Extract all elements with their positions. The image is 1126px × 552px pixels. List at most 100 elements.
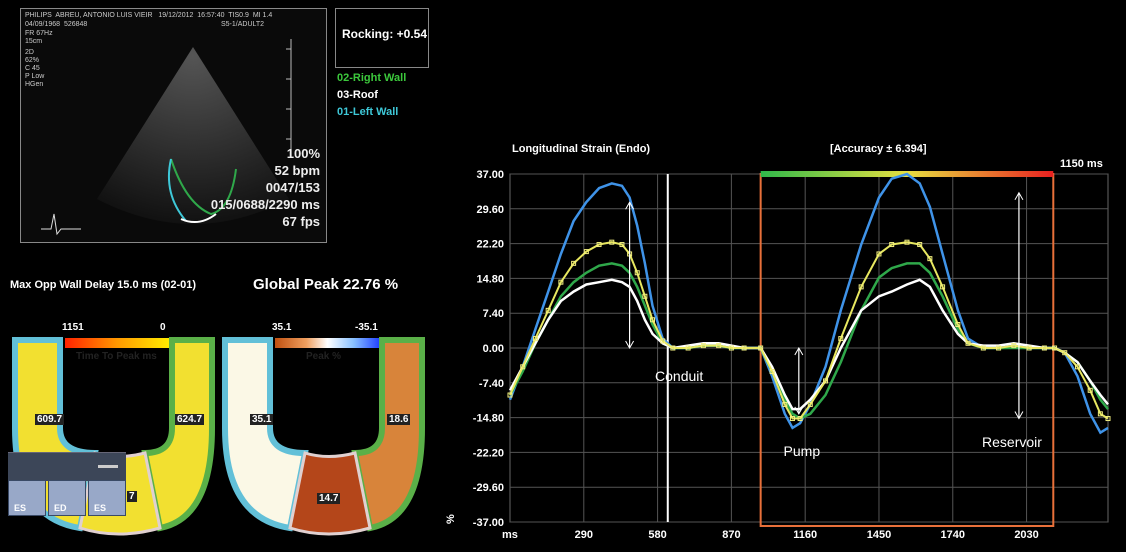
y-tick-label: 29.60: [476, 204, 504, 216]
y-tick-label: -37.00: [473, 517, 504, 529]
global-marker: [940, 284, 946, 290]
global-marker: [955, 321, 961, 327]
echo-probe: S5-1/ADULT2: [221, 21, 265, 28]
ttp-scale-max: 1151: [62, 322, 84, 333]
ttp-left-value: 609.7: [35, 414, 65, 425]
legend-left-wall: 01-Left Wall: [337, 106, 399, 118]
global-marker: [917, 242, 923, 248]
frame-toolbar[interactable]: [8, 452, 126, 481]
echo-image-panel[interactable]: PHILIPS ABREU, ANTONIO LUIS VIEIR 19/12/…: [20, 8, 327, 243]
chart-accuracy: [Accuracy ± 6.394]: [830, 143, 927, 155]
arrow-head: [794, 346, 804, 356]
annotation-conduit: Conduit: [655, 368, 703, 384]
global-marker: [619, 242, 625, 248]
annotation-pump: Pump: [784, 443, 821, 459]
global-marker: [700, 343, 706, 349]
peak-scale-min: -35.1: [355, 322, 378, 333]
global-marker: [1097, 411, 1103, 417]
global-marker: [650, 317, 656, 323]
x-tick-label: 870: [722, 529, 740, 541]
legend-right-wall: 02-Right Wall: [337, 72, 407, 84]
global-marker: [1026, 345, 1032, 351]
y-tick-label: 37.00: [476, 169, 504, 181]
echo-sector-image: [41, 39, 292, 236]
arrow-head: [625, 201, 635, 210]
echo-time: 16:57:40: [197, 12, 225, 19]
ttp-scale-min: 0: [160, 322, 166, 333]
ed-button[interactable]: ED: [48, 480, 86, 516]
y-tick-label: -14.80: [473, 413, 504, 425]
y-tick-label: -7.40: [479, 378, 504, 390]
y-tick-label: 14.80: [476, 273, 504, 285]
peak-scale-max: 35.1: [272, 322, 292, 333]
global-marker: [670, 345, 676, 351]
global-marker: [596, 242, 602, 248]
global-marker: [904, 239, 910, 245]
chart-title: Longitudinal Strain (Endo): [512, 143, 650, 155]
global-marker: [965, 340, 971, 346]
global-marker: [769, 369, 775, 375]
y-axis-label: %: [445, 514, 457, 524]
global-marker: [545, 307, 551, 313]
echo-tis: TIS0.9: [228, 12, 249, 19]
x-tick-label: 1160: [793, 529, 817, 541]
selection-box: [759, 173, 1055, 527]
x-tick-label: 1740: [941, 529, 965, 541]
series-02-right-wall-line: [508, 262, 1109, 420]
global-marker: [520, 364, 526, 370]
ttp-color-scale: [65, 338, 170, 348]
global-marker: [660, 338, 666, 344]
y-tick-label: -29.60: [473, 482, 504, 494]
global-marker: [741, 345, 747, 351]
global-marker: [1062, 350, 1068, 356]
global-marker: [609, 239, 615, 245]
peak-map-title: Peak %: [306, 351, 342, 362]
x-tick-label: 290: [575, 529, 593, 541]
peak-right-value: 18.6: [387, 414, 411, 425]
global-marker: [1011, 343, 1017, 349]
y-tick-label: 0.00: [483, 343, 504, 355]
global-marker: [634, 270, 640, 276]
y-tick-label: 7.40: [483, 308, 504, 320]
global-marker: [838, 336, 844, 342]
global-marker: [558, 279, 564, 285]
chart-duration: 1150 ms: [1060, 158, 1103, 170]
global-marker: [728, 345, 734, 351]
peak-segment-left[interactable]: [222, 337, 309, 532]
global-marker: [532, 336, 538, 342]
ttp-map-title: Time To Peak ms: [76, 351, 157, 362]
echo-frame-counter: 0047/153: [265, 180, 320, 195]
global-marker: [1087, 387, 1093, 393]
global-marker: [858, 284, 864, 290]
global-marker: [889, 242, 895, 248]
legend-roof: 03-Roof: [337, 89, 378, 101]
global-marker: [716, 343, 722, 349]
echo-patient-name: ABREU, ANTONIO LUIS VIEIR: [55, 12, 153, 19]
es-button-1[interactable]: ES: [8, 480, 46, 516]
series-global-line: [509, 241, 1109, 420]
peak-color-scale: [275, 338, 380, 348]
echo-fps: 67 fps: [282, 214, 320, 229]
echo-frame-rate: FR 67Hz: [25, 30, 53, 37]
global-peak: Global Peak 22.76 %: [253, 276, 399, 293]
global-marker: [571, 260, 577, 266]
echo-depth: 15cm: [25, 38, 43, 45]
global-marker: [823, 378, 829, 384]
es-button-2[interactable]: ES: [88, 480, 126, 516]
global-marker: [1074, 364, 1080, 370]
peak-bottom-value: 14.7: [317, 493, 341, 504]
strain-chart[interactable]: 37.00 29.60 22.20 14.80 7.40 0.00 -7.40 -14.80 -…: [440, 130, 1126, 552]
x-tick-label: 2030: [1014, 529, 1038, 541]
echo-params: 2D 62% C 45 P Low HGen: [25, 49, 45, 88]
series-03-roof-line: [508, 278, 1109, 411]
arrow-head: [1014, 191, 1024, 201]
y-tick-label: -22.20: [473, 447, 504, 459]
global-marker: [1105, 416, 1111, 422]
echo-gain-readout: 100%: [286, 146, 320, 161]
echo-time-readout: 015/0688/2290 ms: [210, 197, 320, 212]
ttp-right-value: 624.7: [175, 414, 205, 425]
global-marker: [876, 251, 882, 257]
global-marker: [583, 249, 589, 255]
x-axis-label: ms: [502, 529, 518, 541]
minimize-icon[interactable]: [98, 465, 118, 468]
